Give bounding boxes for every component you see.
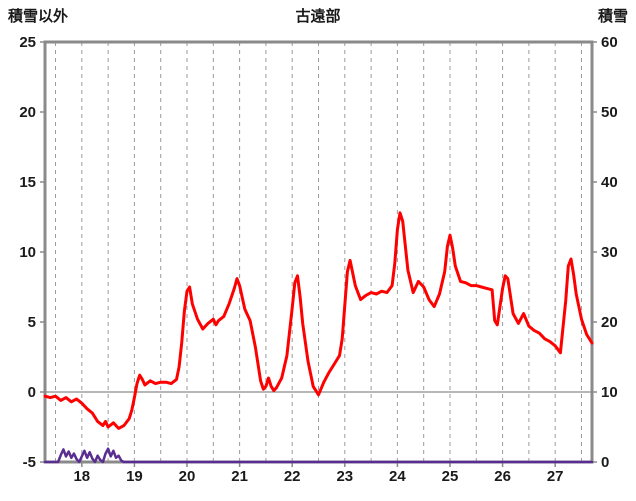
left-axis-tick-label: 25 xyxy=(19,34,36,51)
chart-title: 古遠部 xyxy=(295,8,341,25)
right-axis-tick-label: 40 xyxy=(601,174,618,191)
right-axis-tick-label: 0 xyxy=(601,454,609,471)
x-axis-tick-label: 22 xyxy=(284,468,301,485)
left-axis-tick-label: -5 xyxy=(23,454,36,471)
right-axis-tick-label: 30 xyxy=(601,244,618,261)
x-axis-tick-label: 21 xyxy=(231,468,248,485)
left-axis-tick-label: 10 xyxy=(19,244,36,261)
non-snow-series-line xyxy=(43,211,594,430)
left-axis-title: 積雪以外 xyxy=(8,8,69,25)
left-axis-tick-label: 0 xyxy=(28,384,36,401)
x-axis-tick-label: 18 xyxy=(73,468,90,485)
x-axis-tick-label: 20 xyxy=(179,468,196,485)
x-axis-tick-label: 24 xyxy=(389,468,406,485)
x-axis-tick-label: 26 xyxy=(494,468,511,485)
left-axis-tick-label: 15 xyxy=(19,174,36,191)
snow-depth-series-line xyxy=(43,447,594,464)
x-axis-tick-label: 25 xyxy=(442,468,459,485)
right-axis-tick-label: 10 xyxy=(601,384,618,401)
left-axis-tick-label: 5 xyxy=(28,314,36,331)
right-axis-tick-label: 50 xyxy=(601,104,618,121)
left-axis-tick-label: 20 xyxy=(19,104,36,121)
right-axis-tick-label: 20 xyxy=(601,314,618,331)
right-axis-tick-label: 60 xyxy=(601,34,618,51)
x-axis-tick-label: 27 xyxy=(547,468,564,485)
x-axis-tick-label: 23 xyxy=(336,468,353,485)
x-axis-tick-label: 19 xyxy=(126,468,143,485)
right-axis-title: 積雪 xyxy=(597,8,628,25)
